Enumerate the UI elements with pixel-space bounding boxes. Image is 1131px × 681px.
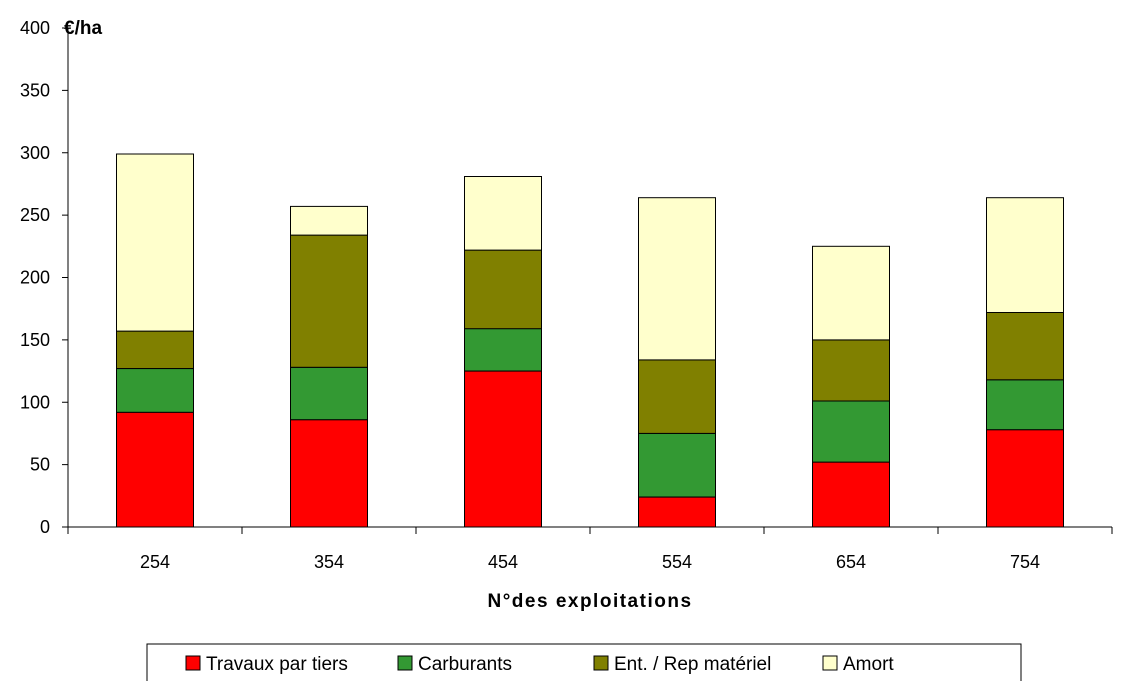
bar-754-series-2 (986, 311, 1064, 381)
bar-354-series-0 (290, 419, 368, 528)
legend-label-3: Amort (843, 654, 894, 675)
bar-654-series-3 (812, 245, 890, 341)
legend-swatch-1 (397, 655, 413, 671)
x-tick-labels: 254 354 454 554 654 754 (140, 552, 1040, 572)
legend-swatch-0 (185, 655, 201, 671)
x-tick-label: 754 (1010, 552, 1040, 572)
bar-554-series-0 (638, 496, 716, 528)
x-tick-label: 654 (836, 552, 866, 572)
legend-label-1: Carburants (418, 654, 512, 675)
y-tick-label: 300 (20, 143, 50, 163)
y-tick-labels: 0 50 100 150 200 250 300 350 400 (20, 18, 50, 537)
legend-label-2: Ent. / Rep matériel (614, 654, 771, 675)
bar-254-series-1 (116, 368, 194, 413)
bar-254-series-3 (116, 153, 194, 332)
axes-layer (62, 27, 1113, 534)
bar-654-series-0 (812, 461, 890, 528)
x-tick-label: 554 (662, 552, 692, 572)
legend-swatch-3 (822, 655, 838, 671)
bar-654-series-2 (812, 339, 890, 402)
y-tick-label: 0 (40, 517, 50, 537)
y-tick-label: 200 (20, 268, 50, 288)
bar-254-series-2 (116, 330, 194, 370)
legend-swatch-2 (593, 655, 609, 671)
bar-354-series-1 (290, 366, 368, 421)
x-axis-title: N°des exploitations (487, 591, 692, 612)
y-tick-label: 50 (30, 455, 50, 475)
bar-754-series-3 (986, 197, 1064, 313)
bar-454-series-0 (464, 370, 542, 528)
bar-554-series-3 (638, 197, 716, 361)
bar-354-series-2 (290, 234, 368, 368)
unit-label: €/ha (64, 18, 102, 39)
y-tick-label: 250 (20, 205, 50, 225)
y-tick-label: 400 (20, 18, 50, 38)
bar-554-series-1 (638, 432, 716, 498)
y-tick-label: 350 (20, 80, 50, 100)
legend-label-0: Travaux par tiers (206, 654, 348, 675)
bar-554-series-2 (638, 359, 716, 434)
bar-754-series-1 (986, 379, 1064, 431)
x-tick-label: 354 (314, 552, 344, 572)
y-tick-label: 150 (20, 330, 50, 350)
y-tick-label: 100 (20, 392, 50, 412)
bars-layer (116, 153, 1064, 528)
x-tick-label: 454 (488, 552, 518, 572)
bar-354-series-3 (290, 205, 368, 236)
x-tick-label: 254 (140, 552, 170, 572)
bar-754-series-0 (986, 429, 1064, 528)
bar-454-series-2 (464, 249, 542, 330)
legend-box (146, 643, 1022, 681)
bar-454-series-3 (464, 176, 542, 251)
legend: Travaux par tiers Carburants Ent. / Rep ma… (146, 643, 1022, 681)
bar-454-series-1 (464, 328, 542, 372)
bar-654-series-1 (812, 400, 890, 463)
bar-254-series-0 (116, 411, 194, 528)
